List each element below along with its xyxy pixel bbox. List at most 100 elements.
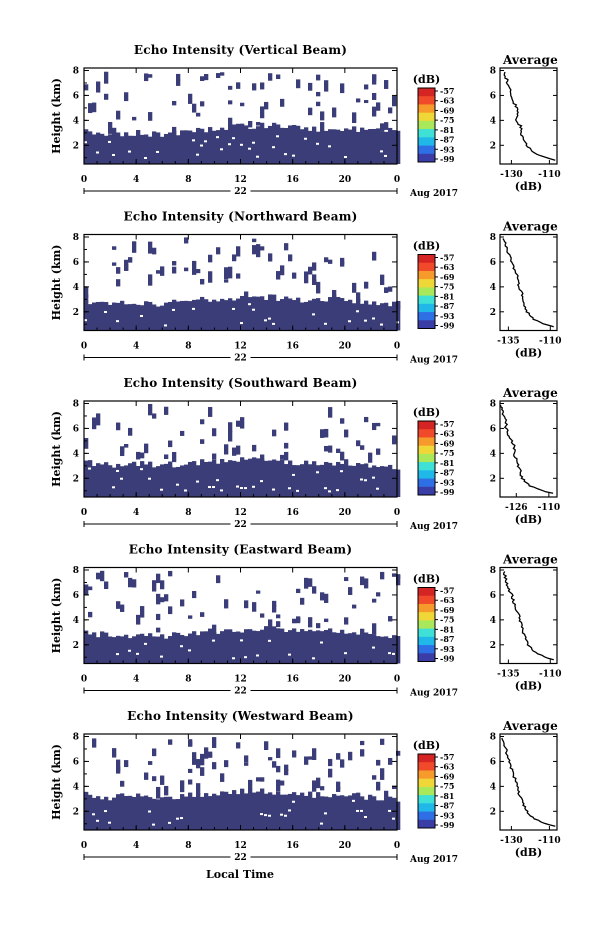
echo-cell (308, 578, 313, 587)
echo-gap (84, 141, 87, 144)
x-tick-label: 4 (133, 841, 139, 851)
echo-column (236, 631, 241, 664)
echo-cell (256, 247, 261, 258)
echo-gap (252, 141, 255, 144)
echo-gap (372, 646, 375, 649)
echo-column (248, 458, 253, 497)
echo-column (240, 632, 245, 664)
echo-column (320, 631, 325, 664)
echo-cell (312, 262, 317, 271)
echo-column (96, 132, 101, 164)
echo-column (232, 300, 237, 331)
echo-cell (120, 446, 125, 454)
avg-x-tick-label: -130 (500, 836, 523, 846)
echo-column (112, 637, 117, 664)
echo-column (352, 632, 357, 664)
echo-cell (160, 580, 165, 590)
echo-gap (288, 653, 291, 656)
x-tick-label: 16 (286, 675, 299, 685)
colorbar-segment (418, 421, 435, 430)
x-tick-label: 20 (339, 841, 352, 851)
echo-cell (200, 101, 205, 107)
echo-column (216, 301, 221, 331)
echo-cell (180, 430, 185, 436)
echo-column (172, 130, 177, 164)
echo-column (240, 295, 245, 331)
colorbar-segment (418, 620, 435, 630)
colorbar-tick-label: -99 (440, 654, 455, 664)
echo-column (132, 796, 137, 830)
echo-cell (276, 748, 281, 759)
echo-column (356, 463, 361, 497)
y-tick-label: 8 (73, 566, 79, 576)
echo-cell (128, 577, 133, 588)
echo-gap (340, 470, 343, 473)
echo-cell (372, 623, 377, 635)
echo-column (304, 301, 309, 331)
echo-cell (372, 775, 377, 780)
echo-cell (172, 261, 177, 266)
echo-cell (220, 791, 225, 796)
echo-column (124, 795, 129, 830)
echo-cell (168, 606, 173, 615)
echo-column (164, 796, 169, 830)
echo-cell (344, 577, 349, 582)
echo-cell (292, 272, 297, 279)
echo-cell (212, 624, 217, 634)
x-tick-label: 0 (81, 175, 87, 185)
echo-cell (112, 127, 117, 136)
x-tick-label: 0 (81, 675, 87, 685)
colorbar-tick-label: -69 (440, 272, 455, 282)
y-tick-label: 4 (73, 449, 79, 459)
echo-cell (188, 741, 193, 747)
echo-column (204, 793, 209, 830)
echo-column (196, 792, 201, 830)
echo-gap (364, 479, 367, 482)
echo-cell (172, 126, 177, 136)
echo-column (176, 799, 181, 830)
echo-column (284, 794, 289, 830)
echo-cell (328, 445, 333, 453)
echo-cell (184, 267, 189, 272)
echo-gap (236, 485, 239, 488)
echo-column (288, 125, 293, 164)
echo-column (340, 463, 345, 497)
echo-column (216, 795, 221, 830)
echo-cell (244, 762, 249, 766)
echo-gap (244, 656, 247, 659)
echo-gap (116, 469, 119, 472)
echo-column (304, 631, 309, 664)
echo-column (204, 461, 209, 497)
echo-cell (284, 442, 289, 449)
echo-column (172, 467, 177, 497)
average-frame (499, 733, 558, 831)
echo-cell (132, 241, 137, 253)
avg-x-tick-label: -130 (500, 170, 523, 180)
echo-cell (168, 440, 173, 448)
echo-cell (84, 584, 89, 596)
echo-cell (112, 748, 117, 758)
echo-column (180, 635, 185, 664)
echo-gap (352, 799, 355, 802)
echo-column (340, 795, 345, 830)
echo-cell (392, 785, 397, 790)
echo-cell (276, 271, 281, 280)
heatmap-field (84, 71, 401, 164)
colorbar-frame (417, 587, 436, 662)
echo-column (100, 301, 105, 331)
x-tick-label: 8 (185, 675, 191, 685)
colorbar-segment (418, 279, 435, 288)
echo-column (96, 301, 101, 331)
echo-cell (320, 122, 325, 134)
echo-cell (324, 257, 329, 263)
echo-column (396, 130, 401, 164)
echo-column (380, 466, 385, 497)
echo-column (384, 466, 389, 497)
echo-cell (252, 83, 257, 91)
echo-column (120, 136, 125, 164)
echo-column (252, 792, 257, 830)
y-tick-label: 4 (73, 283, 79, 293)
average-profile-line (503, 71, 556, 161)
echo-cell (88, 611, 93, 618)
